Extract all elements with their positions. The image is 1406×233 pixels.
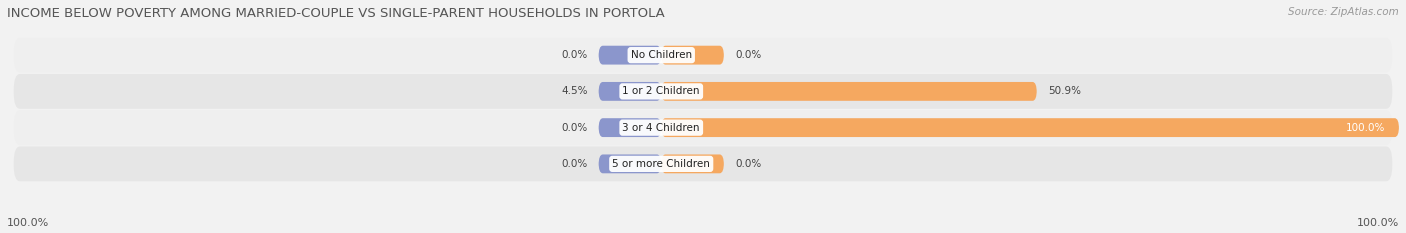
Text: 0.0%: 0.0%: [561, 159, 588, 169]
FancyBboxPatch shape: [661, 82, 1036, 101]
FancyBboxPatch shape: [14, 38, 1392, 72]
FancyBboxPatch shape: [599, 154, 661, 173]
Text: 4.5%: 4.5%: [561, 86, 588, 96]
Text: 100.0%: 100.0%: [1346, 123, 1385, 133]
FancyBboxPatch shape: [661, 46, 724, 65]
Text: 5 or more Children: 5 or more Children: [612, 159, 710, 169]
FancyBboxPatch shape: [14, 110, 1392, 145]
Text: 0.0%: 0.0%: [735, 50, 761, 60]
Text: 1 or 2 Children: 1 or 2 Children: [623, 86, 700, 96]
Text: 100.0%: 100.0%: [1357, 218, 1399, 228]
FancyBboxPatch shape: [599, 82, 661, 101]
FancyBboxPatch shape: [661, 154, 724, 173]
Text: 50.9%: 50.9%: [1047, 86, 1081, 96]
FancyBboxPatch shape: [661, 118, 1399, 137]
Text: 0.0%: 0.0%: [735, 159, 761, 169]
Text: No Children: No Children: [631, 50, 692, 60]
Text: 0.0%: 0.0%: [561, 50, 588, 60]
Text: INCOME BELOW POVERTY AMONG MARRIED-COUPLE VS SINGLE-PARENT HOUSEHOLDS IN PORTOLA: INCOME BELOW POVERTY AMONG MARRIED-COUPL…: [7, 7, 665, 20]
Text: 3 or 4 Children: 3 or 4 Children: [623, 123, 700, 133]
FancyBboxPatch shape: [599, 46, 661, 65]
Text: 0.0%: 0.0%: [561, 123, 588, 133]
FancyBboxPatch shape: [14, 147, 1392, 181]
FancyBboxPatch shape: [599, 118, 661, 137]
FancyBboxPatch shape: [14, 74, 1392, 109]
Text: Source: ZipAtlas.com: Source: ZipAtlas.com: [1288, 7, 1399, 17]
Text: 100.0%: 100.0%: [7, 218, 49, 228]
